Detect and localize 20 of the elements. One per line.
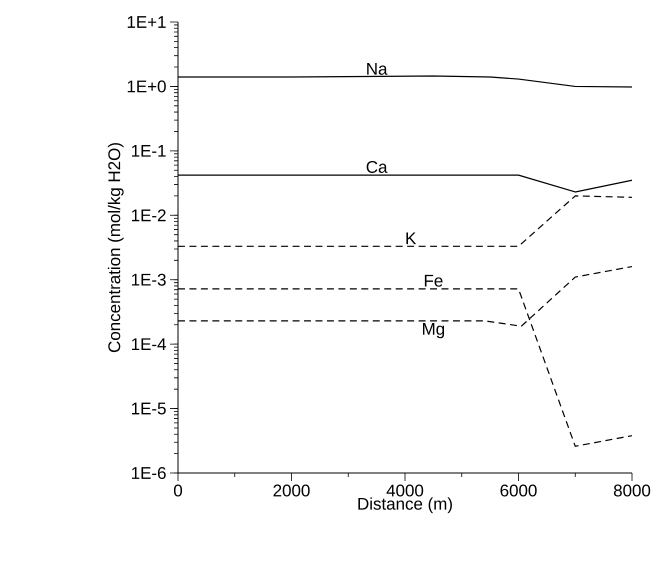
y-tick-label: 1E+1 (128, 16, 166, 28)
x-tick-label: 6000 (500, 484, 537, 497)
series-label: Na (367, 62, 388, 75)
y-tick-label: 1E-5 (132, 402, 166, 414)
x-axis-title: Distance (m) (358, 497, 452, 514)
y-axis-title: Concentration (mol/kg H2O) (108, 143, 124, 352)
y-tick-label: 1E-6 (132, 467, 166, 480)
y-tick-label: 1E-3 (132, 274, 166, 286)
series-label: K (406, 232, 416, 244)
y-tick-label: 1E-2 (132, 209, 166, 222)
y-tick-label: 1E-4 (132, 338, 166, 350)
series-label: Mg (423, 323, 444, 338)
x-tick-label: 0 (174, 484, 182, 497)
series-label: Ca (366, 160, 388, 173)
x-tick-label: 2000 (274, 484, 310, 497)
y-tick-label: 1E-1 (132, 145, 166, 157)
x-tick-label: 8000 (614, 484, 650, 497)
y-tick-label: 1E+0 (128, 80, 166, 92)
series-label: Fe (424, 274, 443, 287)
x-tick-label: 4000 (386, 484, 424, 497)
